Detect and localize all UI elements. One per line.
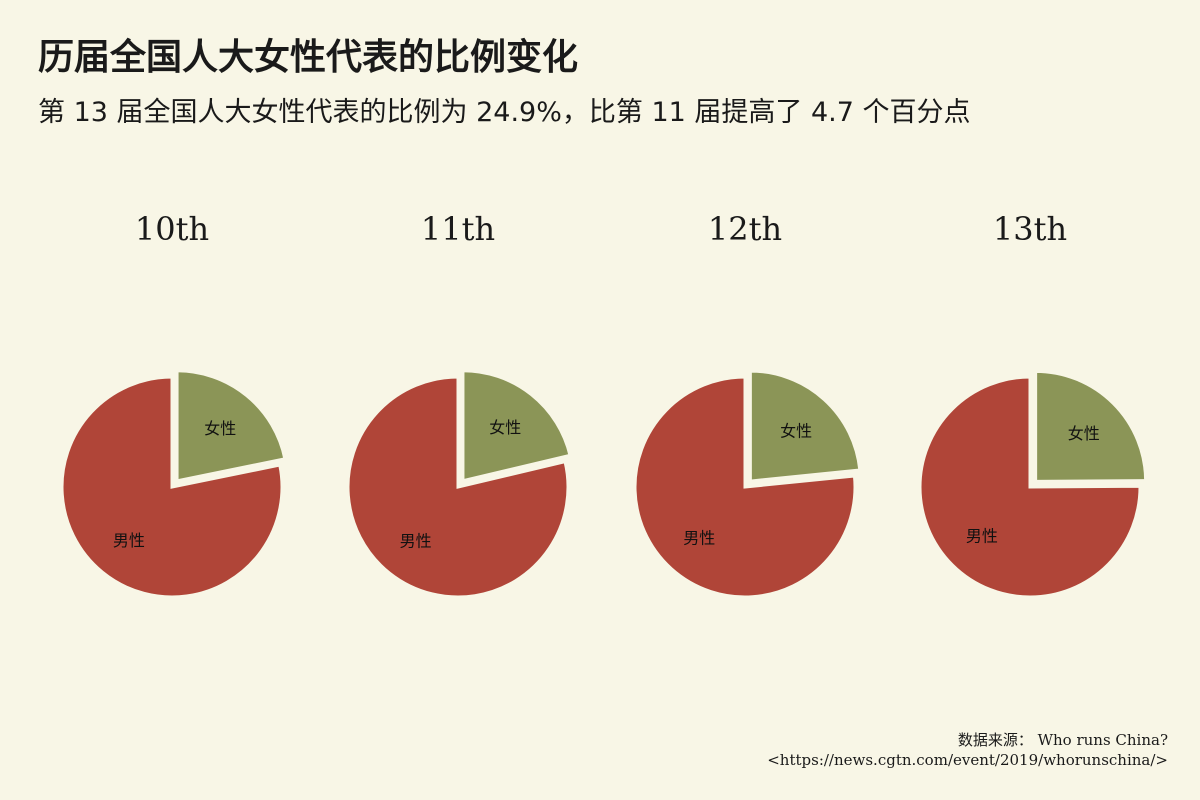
slice-male <box>60 375 284 599</box>
slice-label-male: 男性 <box>683 529 715 548</box>
source-line-2: <https://news.cgtn.com/event/2019/whorun… <box>767 751 1168 769</box>
slice-male <box>918 375 1142 599</box>
pie-title: 11th <box>421 210 495 248</box>
data-source: 数据来源： Who runs China? <https://news.cgtn… <box>767 730 1168 770</box>
pie-title: 10th <box>135 210 209 248</box>
slice-male <box>346 375 570 599</box>
slice-label-male: 男性 <box>400 531 432 550</box>
page-title: 历届全国人大女性代表的比例变化 <box>38 37 579 78</box>
slice-label-female: 女性 <box>1068 424 1100 443</box>
slice-label-female: 女性 <box>780 421 812 440</box>
pie-title: 12th <box>708 210 782 248</box>
slice-female <box>461 369 572 483</box>
slice-male <box>633 375 857 599</box>
slice-label-male: 男性 <box>113 531 145 550</box>
slice-female <box>175 369 287 483</box>
page-subtitle: 第 13 届全国人大女性代表的比例为 24.9%，比第 11 届提高了 4.7 … <box>38 97 971 128</box>
source-line-1: 数据来源： Who runs China? <box>957 731 1168 749</box>
slice-female <box>748 369 862 483</box>
slice-label-female: 女性 <box>204 419 236 438</box>
pie-title: 13th <box>993 210 1067 248</box>
slice-label-female: 女性 <box>489 418 521 437</box>
slice-female <box>1034 369 1148 483</box>
slice-label-male: 男性 <box>966 526 998 545</box>
